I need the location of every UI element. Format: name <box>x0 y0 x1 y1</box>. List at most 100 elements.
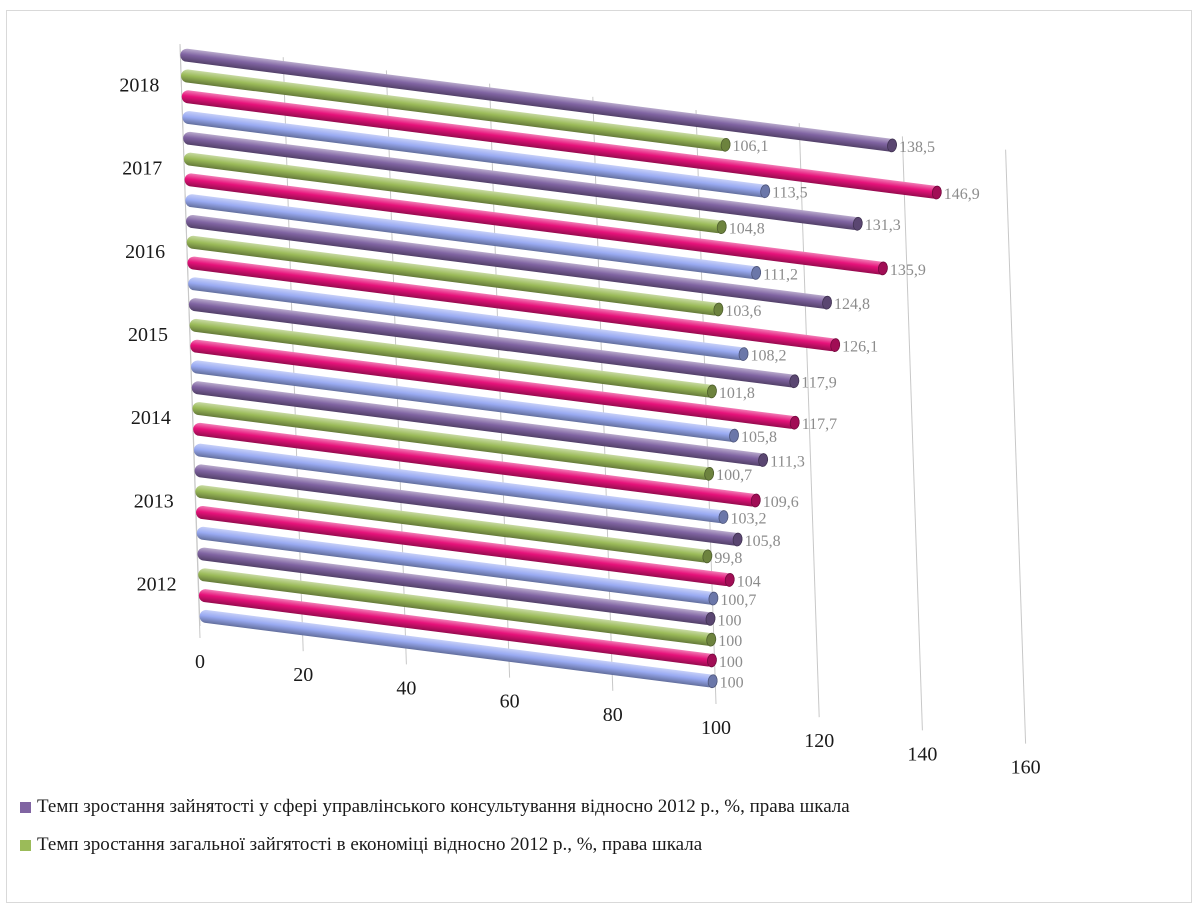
bar-end-cap <box>931 185 942 200</box>
bar-end-cap <box>750 493 761 508</box>
bar-2017-series-3 <box>184 173 888 276</box>
data-label-2017-series-1: 131,3 <box>865 217 901 234</box>
gridline-140 <box>901 136 923 731</box>
data-label-2012-series-4: 100 <box>720 675 744 692</box>
data-label-2013-series-4: 100,7 <box>720 592 756 609</box>
bar-end-cap <box>822 295 833 310</box>
bars <box>180 48 942 689</box>
x-tick-label-80: 80 <box>603 704 623 726</box>
data-label-2012-series-2: 100 <box>718 633 742 650</box>
data-label-2018-series-3: 146,9 <box>944 186 980 203</box>
bar-2013-series-3 <box>196 506 735 587</box>
x-tick-label-140: 140 <box>907 743 937 765</box>
legend-item-total-employment: Темп зростання загальної зайгятості в ек… <box>20 834 702 856</box>
data-label-2017-series-2: 104,8 <box>729 220 765 237</box>
x-tick-label-100: 100 <box>701 717 731 739</box>
bar-2016-series-4 <box>188 277 749 361</box>
bar-2017-series-4 <box>185 194 762 280</box>
category-label-2017: 2017 <box>122 158 162 180</box>
bar-2012-series-4 <box>199 609 718 689</box>
bar-end-cap <box>729 428 739 443</box>
bar-2014-series-3 <box>193 422 761 508</box>
bar-2013-series-1 <box>194 464 743 547</box>
gridline-160 <box>1005 149 1027 744</box>
bar-end-cap <box>705 611 716 626</box>
data-label-2014-series-1: 111,3 <box>770 453 805 470</box>
bar-2017-series-2 <box>183 152 727 234</box>
category-label-2012: 2012 <box>137 573 177 595</box>
bar-2014-series-2 <box>192 402 715 481</box>
legend-swatch-purple <box>20 801 31 813</box>
bar-end-cap <box>706 632 717 647</box>
data-label-2015-series-3: 117,7 <box>802 416 837 433</box>
data-label-2018-series-2: 106,1 <box>733 138 769 155</box>
data-label-2017-series-4: 111,2 <box>763 266 798 283</box>
bar-2015-series-1 <box>188 298 800 389</box>
data-labels: 138,5 106,1 146,9 113,5 131,3 104,8 135,9 111,2… <box>714 138 979 691</box>
data-label-2015-series-1: 117,9 <box>801 375 836 392</box>
data-label-2016-series-2: 103,6 <box>725 303 761 320</box>
data-label-2014-series-4: 103,2 <box>730 510 766 527</box>
bar-end-cap <box>720 137 731 152</box>
category-label-2018: 2018 <box>119 75 159 97</box>
x-tick-label-60: 60 <box>500 691 520 713</box>
legend-item-management-consulting: Темп зростання зайнятості у сфері управл… <box>20 796 850 818</box>
bar-end-cap <box>789 415 800 430</box>
data-label-2013-series-3: 104 <box>737 573 761 590</box>
bar-end-cap <box>830 338 841 352</box>
bar-end-cap <box>707 653 717 668</box>
x-tick-label-0: 0 <box>195 651 205 673</box>
bar-end-cap <box>708 591 719 606</box>
bar-end-cap <box>887 138 897 153</box>
bar-2018-series-4 <box>182 111 771 199</box>
bar-2014-series-1 <box>191 381 769 467</box>
data-label-2015-series-2: 101,8 <box>719 385 755 402</box>
bar-2012-series-2 <box>198 568 717 647</box>
data-label-2013-series-2: 99,8 <box>714 550 742 567</box>
bar-end-cap <box>877 261 888 276</box>
category-label-2014: 2014 <box>131 407 171 429</box>
bar-2017-series-1 <box>183 131 863 231</box>
bar-end-cap <box>738 347 749 361</box>
x-tick-label-160: 160 <box>1011 757 1041 779</box>
bar-end-cap <box>707 384 717 399</box>
data-label-2017-series-3: 135,9 <box>890 262 926 279</box>
data-label-2012-series-3: 100 <box>719 654 743 671</box>
bar-end-cap <box>716 220 727 234</box>
category-label-2015: 2015 <box>128 324 168 346</box>
bar-end-cap <box>704 466 715 481</box>
data-label-2018-series-4: 113,5 <box>772 185 807 202</box>
bar-end-cap <box>789 374 800 389</box>
bar-2015-series-2 <box>189 318 717 399</box>
bar-end-cap <box>707 674 718 689</box>
bar-2018-series-3 <box>181 90 942 200</box>
bar-2013-series-2 <box>195 485 713 564</box>
bar-end-cap <box>852 216 863 231</box>
bar-2016-series-2 <box>186 235 724 317</box>
bar-2013-series-4 <box>196 526 719 606</box>
bar-2012-series-3 <box>198 589 717 668</box>
category-label-2016: 2016 <box>125 241 165 263</box>
data-label-2018-series-1: 138,5 <box>899 139 935 156</box>
bar-end-cap <box>751 266 762 280</box>
bar-end-cap <box>758 453 769 467</box>
data-label-2016-series-4: 108,2 <box>751 347 787 364</box>
bar-end-cap <box>702 549 713 564</box>
bar-end-cap <box>718 510 729 524</box>
bar-2015-series-4 <box>191 360 739 443</box>
bar-end-cap <box>760 184 771 199</box>
bar-2015-series-3 <box>190 339 800 430</box>
data-label-2015-series-4: 105,8 <box>741 429 777 446</box>
bar-end-cap <box>724 573 735 587</box>
category-label-2013: 2013 <box>134 490 174 512</box>
bar-end-cap <box>732 532 743 547</box>
axis-labels: 2012 2013 2014 2015 2016 2017 2018 0 20 40 60 80 100… <box>119 75 1040 779</box>
x-tick-label-20: 20 <box>293 664 313 686</box>
bar-2018-series-1 <box>180 48 897 153</box>
depth-axis-line <box>179 43 201 627</box>
legend-swatch-green <box>20 839 31 851</box>
data-label-2013-series-1: 105,8 <box>745 533 781 550</box>
bar-2014-series-4 <box>193 443 729 524</box>
data-label-2016-series-1: 124,8 <box>834 296 870 313</box>
bar-2012-series-1 <box>197 547 716 626</box>
